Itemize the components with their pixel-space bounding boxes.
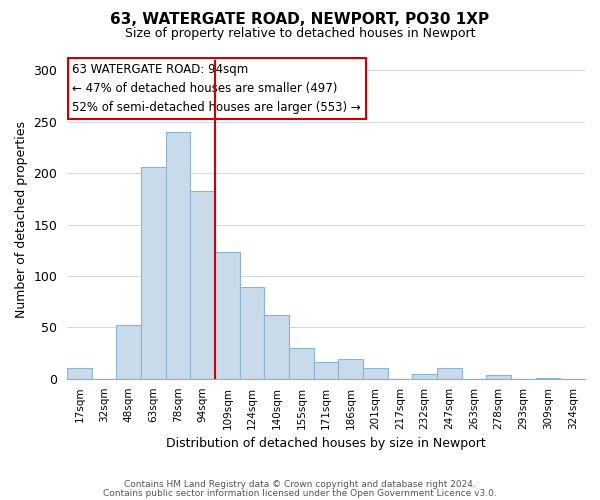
Bar [240,288,265,379]
Bar [166,132,190,379]
Bar [116,326,141,379]
Bar [190,190,215,379]
Text: Contains HM Land Registry data © Crown copyright and database right 2024.: Contains HM Land Registry data © Crown c… [124,480,476,489]
Bar [437,368,462,379]
Text: 63, WATERGATE ROAD, NEWPORT, PO30 1XP: 63, WATERGATE ROAD, NEWPORT, PO30 1XP [110,12,490,28]
Bar [363,368,388,379]
Text: 63 WATERGATE ROAD: 94sqm
← 47% of detached houses are smaller (497)
52% of semi-: 63 WATERGATE ROAD: 94sqm ← 47% of detach… [73,63,361,114]
Bar [289,348,314,379]
Bar [536,378,560,379]
Bar [338,360,363,379]
X-axis label: Distribution of detached houses by size in Newport: Distribution of detached houses by size … [166,437,486,450]
Bar [67,368,92,379]
Bar [412,374,437,379]
Bar [314,362,338,379]
Bar [265,315,289,379]
Text: Size of property relative to detached houses in Newport: Size of property relative to detached ho… [125,28,475,40]
Bar [141,167,166,379]
Text: Contains public sector information licensed under the Open Government Licence v3: Contains public sector information licen… [103,490,497,498]
Bar [487,375,511,379]
Bar [215,252,240,379]
Y-axis label: Number of detached properties: Number of detached properties [15,121,28,318]
